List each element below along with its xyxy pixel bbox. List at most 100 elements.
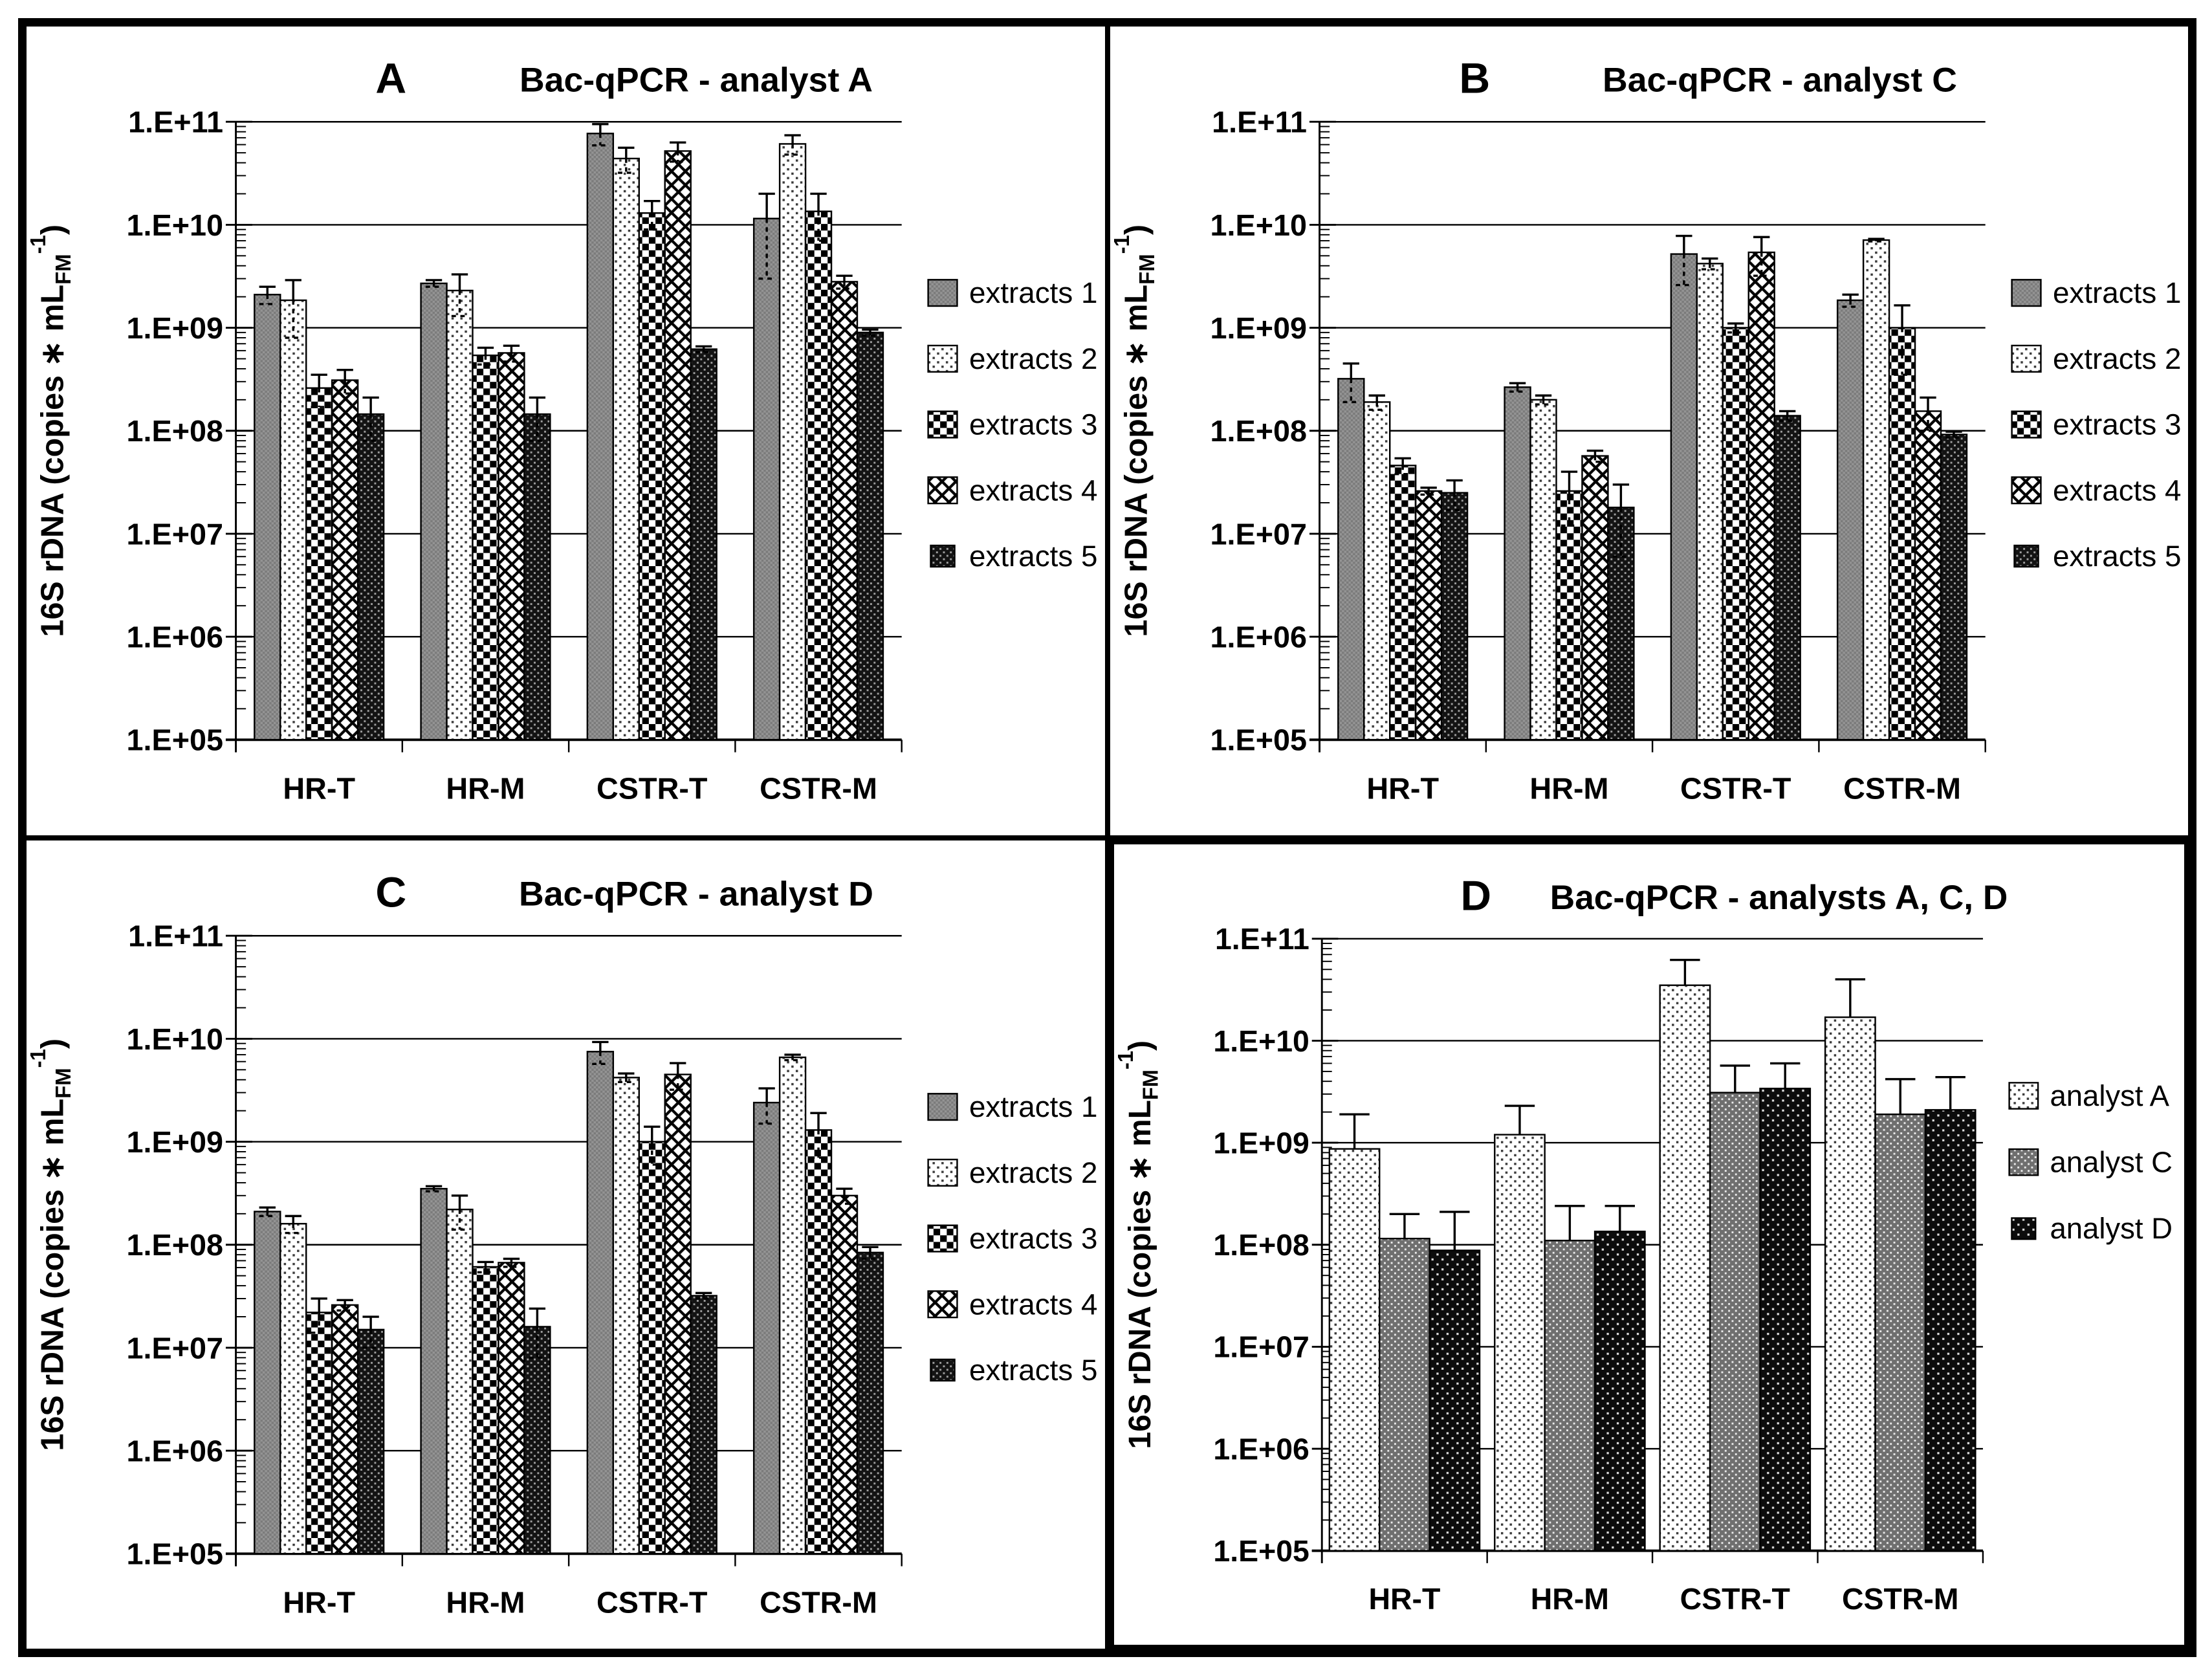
error-bar-extracts-4-cstr-m — [1919, 396, 1936, 432]
panel-d-analysts-acd: 1.E+11 1.E+10 1.E+09 1.E+08 1.E+07 1.E+06 1.E+… — [1107, 837, 2191, 1651]
legend-label: extracts 4 — [969, 474, 1098, 507]
y-tick-label: 1.E+11 — [128, 919, 223, 952]
legend-swatch-analyst-c — [2008, 1148, 2039, 1176]
error-bar-extracts-2-cstr-m — [784, 1053, 801, 1061]
error-bar-analyst-a-cstr-m — [1835, 978, 1865, 1017]
error-bar-extracts-3-cstr-t — [644, 200, 661, 231]
bar-extracts-3-cstr-m — [804, 210, 833, 741]
error-bar-extracts-5-hr-m — [1612, 483, 1629, 558]
error-bar-analyst-d-hr-t — [1439, 1210, 1470, 1251]
bar-extracts-5-cstr-t — [1773, 415, 1801, 741]
legend-label: extracts 5 — [2052, 540, 2181, 573]
error-bar-extracts-5-cstr-t — [695, 345, 712, 353]
legend-item-extracts-4: extracts 4 — [2010, 474, 2181, 507]
error-bar-extracts-4-hr-m — [503, 1257, 520, 1268]
error-bar-extracts-2-hr-m — [451, 1194, 468, 1231]
error-bar-extracts-1-hr-m — [425, 1185, 443, 1192]
x-category-label: HR-T — [283, 771, 355, 805]
legend-item-extracts-1: extracts 1 — [2010, 276, 2181, 309]
legend-item-extracts-3: extracts 3 — [927, 1222, 1098, 1255]
panel-letter: D — [1460, 872, 1491, 919]
bar-extracts-1-hr-t — [254, 1210, 281, 1554]
bar-extracts-1-hr-t — [1337, 378, 1364, 741]
legend-label: extracts 3 — [969, 1222, 1098, 1255]
bar-extracts-4-hr-t — [331, 1304, 359, 1554]
panel-title: Bac-qPCR - analyst D — [519, 875, 873, 913]
error-bar-extracts-4-hr-t — [336, 368, 353, 395]
error-bar-analyst-d-cstr-m — [1934, 1075, 1966, 1110]
panel-letter: B — [1459, 54, 1490, 102]
bar-extracts-2-cstr-t — [1696, 263, 1724, 741]
bar-extracts-3-hr-m — [472, 354, 499, 741]
bar-extracts-4-hr-t — [331, 379, 359, 741]
y-tick-label: 1.E+09 — [127, 311, 224, 345]
panel-title: Bac-qPCR - analyst C — [1603, 61, 1957, 100]
y-tick-label: 1.E+09 — [1213, 1126, 1309, 1159]
bar-extracts-4-cstr-m — [1914, 410, 1942, 741]
y-tick-label: 1.E+07 — [127, 1331, 224, 1365]
bar-extracts-2-cstr-m — [778, 1056, 807, 1554]
error-bar-extracts-5-hr-m — [529, 1307, 546, 1359]
legend-swatch-extracts-4 — [927, 1290, 958, 1318]
error-bar-extracts-1-hr-t — [1342, 362, 1359, 404]
bar-extracts-3-hr-m — [1555, 490, 1583, 741]
error-bar-extracts-2-cstr-t — [1701, 257, 1718, 270]
error-bar-analyst-c-cstr-t — [1720, 1064, 1750, 1093]
panel-a-analyst-a: 1.E+11 1.E+10 1.E+09 1.E+08 1.E+07 1.E+06 1.E+… — [24, 24, 1108, 838]
legend-item-extracts-4: extracts 4 — [927, 1288, 1097, 1321]
bar-extracts-5-cstr-t — [690, 1294, 717, 1554]
y-tick-label: 1.E+05 — [1210, 723, 1307, 757]
chart-bac-qpcr-analyst-d: 1.E+11 1.E+10 1.E+09 1.E+08 1.E+07 1.E+06 1.E+… — [27, 868, 1098, 1618]
error-bar-extracts-3-cstr-m — [810, 1112, 827, 1159]
bar-extracts-3-hr-t — [305, 1311, 333, 1554]
panel-c-analyst-d: 1.E+11 1.E+10 1.E+09 1.E+08 1.E+07 1.E+06 1.E+… — [24, 837, 1108, 1651]
bar-extracts-3-cstr-t — [638, 212, 666, 741]
bar-extracts-5-cstr-m — [856, 1251, 884, 1554]
y-tick-label: 1.E+06 — [127, 1434, 224, 1467]
panel-title: Bac-qPCR - analyst A — [520, 61, 873, 100]
bar-analyst-c-hr-m — [1543, 1239, 1595, 1552]
x-category-label: CSTR-M — [1843, 771, 1961, 805]
y-tick-label: 1.E+06 — [1213, 1432, 1309, 1466]
legend-swatch-extracts-1 — [927, 1092, 958, 1121]
chart-bac-qpcr-analyst-a: 1.E+11 1.E+10 1.E+09 1.E+08 1.E+07 1.E+06 1.E+… — [27, 54, 1098, 805]
legend-label: extracts 5 — [969, 1354, 1098, 1387]
error-bar-extracts-5-cstr-m — [862, 1246, 879, 1260]
error-bar-extracts-3-hr-t — [311, 373, 327, 408]
bar-extracts-3-cstr-m — [1888, 327, 1916, 741]
error-bar-extracts-2-hr-t — [285, 1214, 301, 1234]
bar-extracts-1-hr-m — [1503, 386, 1531, 741]
error-bar-extracts-3-cstr-m — [810, 192, 827, 242]
error-bar-extracts-3-cstr-t — [644, 1125, 661, 1166]
bar-extracts-2-hr-t — [1363, 401, 1390, 741]
error-bar-extracts-2-hr-m — [451, 273, 468, 318]
bar-extracts-2-hr-m — [1529, 399, 1557, 741]
error-bar-analyst-d-hr-m — [1604, 1204, 1635, 1231]
bar-analyst-d-hr-m — [1593, 1230, 1646, 1552]
bar-extracts-5-cstr-t — [690, 348, 717, 741]
bar-extracts-5-hr-m — [523, 1325, 551, 1554]
error-bar-analyst-c-hr-m — [1554, 1204, 1585, 1240]
error-bar-extracts-4-cstr-m — [836, 274, 853, 290]
panel-letter: A — [375, 54, 406, 102]
chart-bac-qpcr-analyst-c: 1.E+11 1.E+10 1.E+09 1.E+08 1.E+07 1.E+06 1.E+… — [1110, 54, 2181, 805]
error-bar-extracts-4-cstr-t — [670, 141, 686, 163]
bar-extracts-4-cstr-t — [664, 1073, 692, 1554]
legend-swatch-analyst-d — [2010, 1216, 2036, 1240]
bar-extracts-5-hr-m — [1606, 507, 1635, 741]
bar-extracts-2-hr-m — [446, 289, 474, 741]
error-bar-extracts-4-cstr-t — [1753, 236, 1769, 277]
y-tick-label: 1.E+09 — [1210, 311, 1307, 345]
y-tick-label: 1.E+05 — [127, 1537, 224, 1570]
error-bar-extracts-2-cstr-t — [618, 146, 635, 174]
y-tick-label: 1.E+08 — [127, 1228, 224, 1262]
bar-extracts-4-cstr-m — [830, 1194, 859, 1554]
bar-extracts-4-hr-m — [498, 1261, 525, 1554]
legend-swatch-extracts-5 — [930, 1358, 956, 1381]
panel-letter: C — [375, 868, 406, 916]
legend-item-extracts-2: extracts 2 — [927, 1156, 1097, 1189]
bar-extracts-4-cstr-t — [1747, 251, 1775, 741]
legend-label: analyst C — [2050, 1145, 2173, 1178]
bar-analyst-a-cstr-m — [1824, 1016, 1876, 1552]
